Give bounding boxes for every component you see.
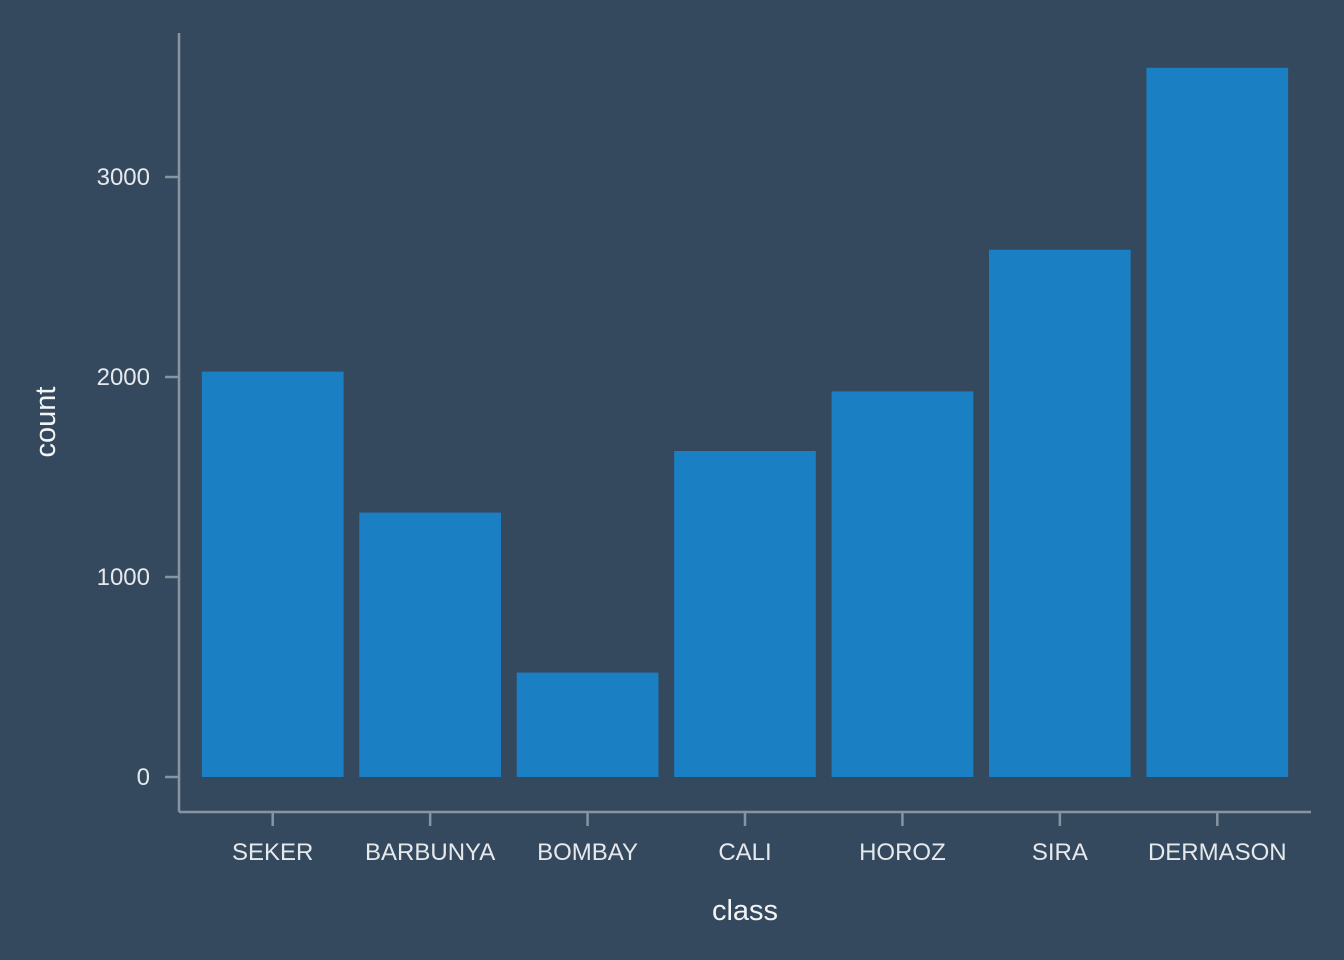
x-tick-label: DERMASON bbox=[1148, 839, 1287, 866]
bar-horoz bbox=[831, 391, 974, 777]
x-tick-label: HOROZ bbox=[859, 839, 946, 866]
bar-dermason bbox=[1146, 67, 1289, 778]
x-tick-label: BARBUNYA bbox=[365, 839, 495, 866]
x-axis-ticks: SEKER BARBUNYA BOMBAY CALI HOROZ SIRA DERMASON bbox=[232, 812, 1287, 866]
x-tick-label: CALI bbox=[718, 839, 771, 866]
y-axis-title: count bbox=[30, 387, 62, 458]
y-tick-label: 0 bbox=[137, 764, 150, 791]
bar-barbunya bbox=[359, 512, 501, 777]
x-axis-title: class bbox=[712, 895, 778, 927]
y-tick-label: 2000 bbox=[97, 364, 150, 391]
bar-bombay bbox=[516, 672, 659, 777]
bar-seker bbox=[201, 371, 344, 777]
y-tick-label: 1000 bbox=[97, 564, 150, 591]
x-tick-label: SEKER bbox=[232, 839, 313, 866]
bars-group bbox=[201, 67, 1289, 778]
y-tick-label: 3000 bbox=[97, 164, 150, 191]
bar-sira bbox=[989, 249, 1131, 778]
x-tick-label: SIRA bbox=[1032, 839, 1088, 866]
bar-cali bbox=[674, 451, 816, 777]
x-tick-label: BOMBAY bbox=[537, 839, 638, 866]
y-axis-ticks: 0 1000 2000 3000 bbox=[97, 164, 179, 791]
